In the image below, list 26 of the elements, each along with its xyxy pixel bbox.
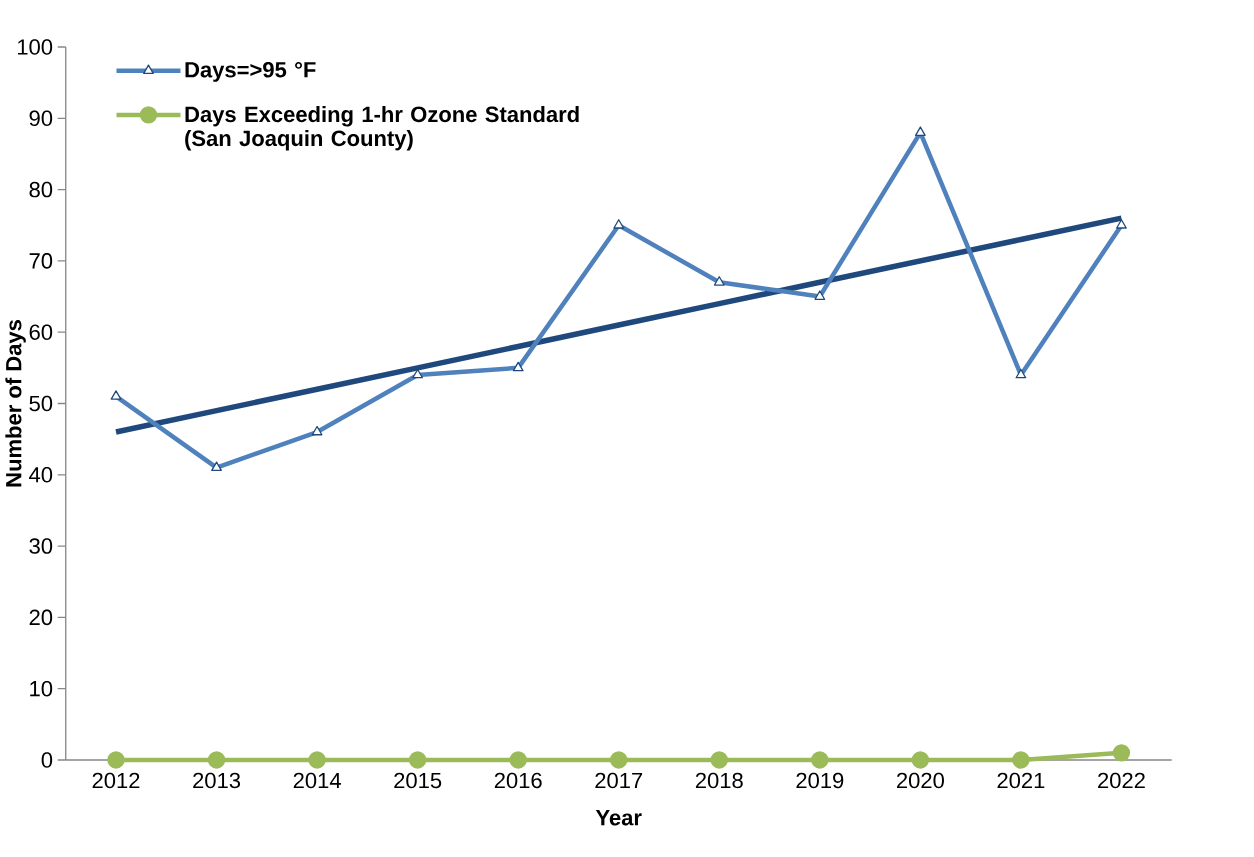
y-tick-label: 60	[29, 324, 53, 340]
y-tick-label: 50	[29, 395, 53, 412]
x-tick-label: 2012	[92, 772, 140, 789]
x-tick-label: 2022	[1098, 772, 1145, 789]
y-tick-label: 40	[29, 466, 53, 483]
x-tick-label: 2021	[997, 772, 1045, 789]
legend-label: Days=>95 °F	[185, 61, 316, 82]
y-tick-label: 90	[29, 110, 53, 127]
x-axis-title: Year	[595, 810, 642, 826]
y-tick-label: 20	[29, 609, 53, 626]
x-tick-label: 2013	[193, 772, 241, 789]
y-tick-label: 10	[30, 680, 53, 697]
y-tick-label: 80	[29, 181, 53, 198]
x-tick-label: 2017	[595, 772, 643, 789]
y-tick-label: 0	[41, 752, 53, 768]
y-tick-label: 30	[29, 538, 53, 554]
y-axis-title: Number of Days	[5, 320, 26, 487]
y-tick-label: 70	[29, 253, 53, 269]
y-tick-label: 100	[17, 39, 53, 55]
x-tick-label: 2016	[494, 772, 542, 789]
x-tick-label: 2015	[394, 772, 442, 789]
x-tick-label: 2020	[897, 772, 944, 789]
x-tick-label: 2014	[293, 772, 341, 789]
legend-label: Days Exceeding 1-hr Ozone Standard (San Joaquin County)	[185, 105, 579, 151]
x-tick-label: 2018	[695, 772, 743, 789]
x-tick-label: 2019	[796, 772, 844, 789]
